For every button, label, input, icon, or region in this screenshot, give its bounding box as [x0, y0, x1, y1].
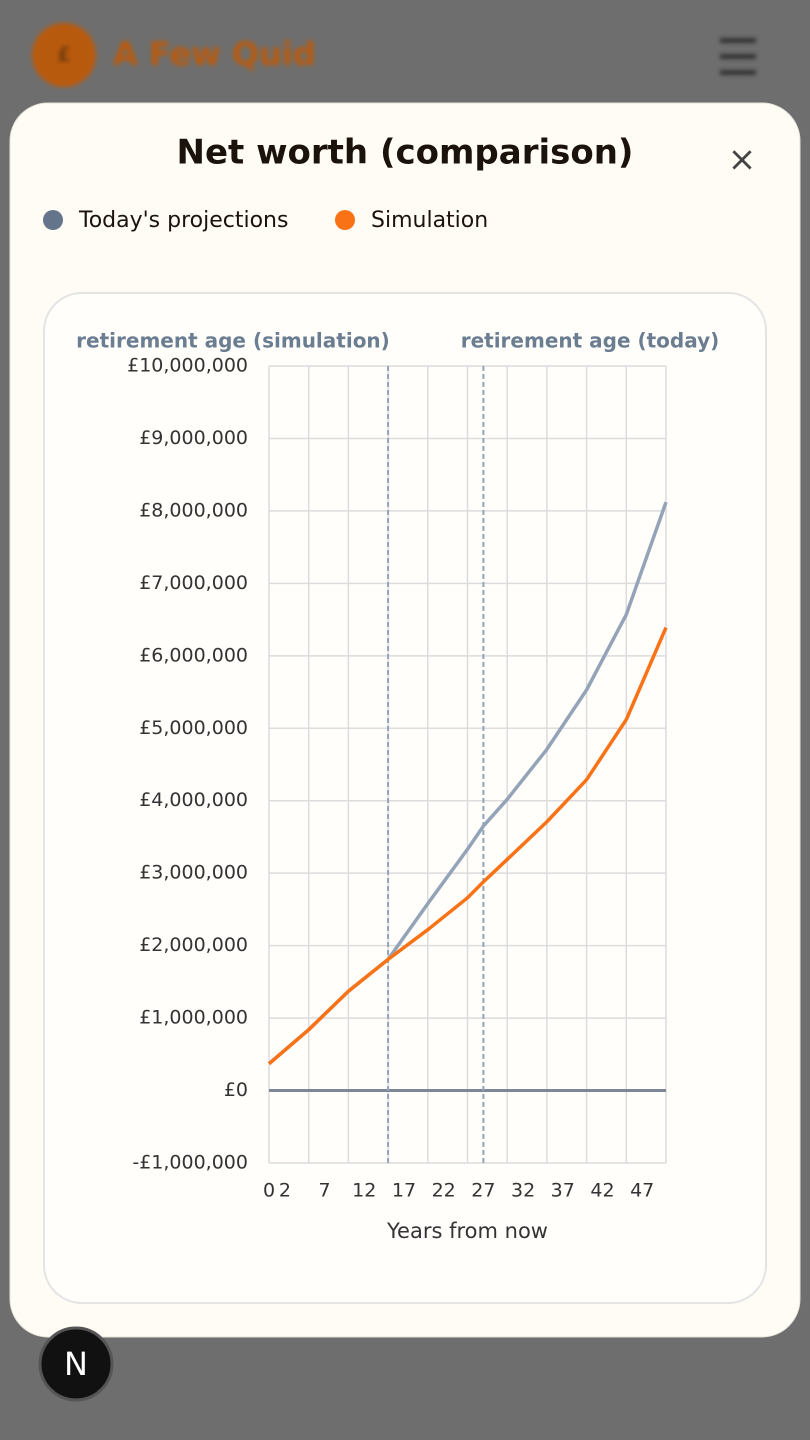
x-tick-label: 17 [392, 1180, 416, 1202]
chart-card [43, 292, 767, 1304]
menu-bar [720, 54, 756, 59]
y-tick-label: -£1,000,000 [132, 1152, 248, 1174]
y-tick-label: £0 [224, 1079, 248, 1101]
dev-badge-text: N [64, 1345, 88, 1383]
legend: Today's projections Simulation [43, 208, 488, 233]
background-app: £ A Few Quid [32, 23, 756, 87]
legend-label: Today's projections [78, 208, 288, 233]
y-tick-label: £9,000,000 [139, 427, 248, 449]
logo-text: £ [57, 43, 71, 67]
annotation-label: retirement age (today) [461, 329, 720, 353]
menu-bar [720, 70, 756, 75]
legend-label: Simulation [371, 208, 488, 233]
x-tick-label: 2 [279, 1180, 291, 1202]
dev-badge[interactable] [38, 1326, 114, 1402]
x-tick-label: 27 [471, 1180, 495, 1202]
close-button[interactable]: × [728, 140, 757, 180]
x-tick-label: 37 [551, 1180, 575, 1202]
y-tick-label: £8,000,000 [139, 499, 248, 521]
y-tick-label: £2,000,000 [139, 934, 248, 956]
x-tick-label: 22 [432, 1180, 456, 1202]
x-tick-label: 7 [319, 1180, 331, 1202]
y-tick-label: £7,000,000 [139, 572, 248, 594]
annotation-label: retirement age (simulation) [76, 329, 390, 353]
x-axis-title: Years from now [386, 1219, 548, 1243]
y-tick-label: £6,000,000 [139, 644, 248, 666]
plot: -£1,000,000 £0 £1,000,000 £2,000,000 £3,000,… [76, 329, 719, 1244]
y-tick-label: £10,000,000 [127, 355, 248, 377]
series-line [267, 626, 668, 1066]
logo [32, 23, 96, 87]
y-tick-label: £3,000,000 [139, 862, 248, 884]
x-tick-label: 0 [263, 1180, 275, 1202]
y-tick-label: £5,000,000 [139, 717, 248, 739]
menu-bar [720, 38, 756, 43]
x-tick-label: 32 [511, 1180, 535, 1202]
brand: A Few Quid [113, 35, 316, 73]
y-tick-label: £4,000,000 [139, 789, 248, 811]
x-tick-label: 47 [630, 1180, 654, 1202]
x-tick-label: 12 [352, 1180, 376, 1202]
x-tick-label: 42 [590, 1180, 614, 1202]
legend-marker [335, 210, 355, 230]
y-tick-label: £1,000,000 [139, 1007, 248, 1029]
legend-marker [43, 210, 63, 230]
modal-title: Net worth (comparison) [177, 133, 634, 173]
